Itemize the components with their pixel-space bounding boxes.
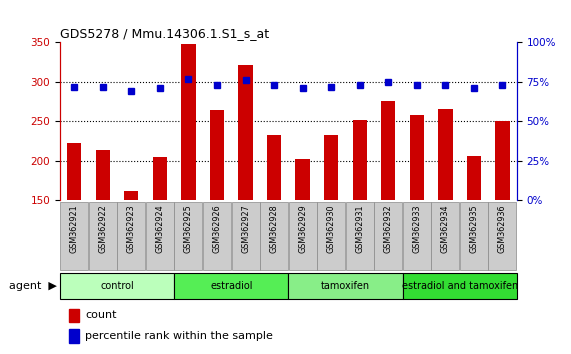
FancyBboxPatch shape: [118, 202, 145, 270]
Bar: [124, 192, 138, 200]
Text: GSM362933: GSM362933: [412, 205, 421, 253]
Text: GSM362928: GSM362928: [270, 205, 279, 253]
Text: GSM362924: GSM362924: [155, 205, 164, 253]
Text: GSM362925: GSM362925: [184, 205, 193, 253]
Text: estradiol: estradiol: [210, 281, 252, 291]
Bar: [410, 115, 424, 200]
Text: GSM362930: GSM362930: [327, 205, 336, 253]
Bar: [467, 156, 481, 200]
Text: estradiol and tamoxifen: estradiol and tamoxifen: [401, 281, 518, 291]
Bar: [439, 109, 452, 200]
Bar: [296, 159, 309, 200]
Text: GSM362932: GSM362932: [384, 205, 393, 253]
FancyBboxPatch shape: [175, 202, 203, 270]
FancyBboxPatch shape: [174, 273, 288, 299]
Bar: [267, 135, 281, 200]
Bar: [69, 329, 79, 343]
Text: percentile rank within the sample: percentile rank within the sample: [85, 331, 273, 341]
FancyBboxPatch shape: [460, 202, 488, 270]
FancyBboxPatch shape: [146, 202, 174, 270]
Bar: [96, 150, 110, 200]
Text: GSM362929: GSM362929: [298, 205, 307, 253]
FancyBboxPatch shape: [289, 202, 316, 270]
Text: GSM362931: GSM362931: [355, 205, 364, 253]
FancyBboxPatch shape: [403, 273, 517, 299]
Bar: [210, 110, 224, 200]
Text: GSM362927: GSM362927: [241, 205, 250, 253]
Bar: [353, 120, 367, 200]
Bar: [239, 64, 252, 200]
FancyBboxPatch shape: [203, 202, 231, 270]
FancyBboxPatch shape: [403, 202, 431, 270]
FancyBboxPatch shape: [89, 202, 117, 270]
Bar: [324, 135, 338, 200]
FancyBboxPatch shape: [288, 273, 403, 299]
Bar: [153, 157, 167, 200]
FancyBboxPatch shape: [60, 273, 174, 299]
Text: agent  ▶: agent ▶: [9, 281, 57, 291]
FancyBboxPatch shape: [489, 202, 517, 270]
FancyBboxPatch shape: [375, 202, 403, 270]
FancyBboxPatch shape: [260, 202, 288, 270]
Text: GSM362934: GSM362934: [441, 205, 450, 253]
FancyBboxPatch shape: [317, 202, 345, 270]
FancyBboxPatch shape: [61, 202, 89, 270]
Bar: [182, 44, 195, 200]
Bar: [69, 309, 79, 322]
Text: GSM362923: GSM362923: [127, 205, 136, 253]
Bar: [496, 121, 510, 200]
FancyBboxPatch shape: [432, 202, 459, 270]
Text: GSM362926: GSM362926: [212, 205, 222, 253]
Text: count: count: [85, 310, 116, 320]
Text: GDS5278 / Mmu.14306.1.S1_s_at: GDS5278 / Mmu.14306.1.S1_s_at: [60, 27, 269, 40]
Text: control: control: [100, 281, 134, 291]
Text: GSM362922: GSM362922: [98, 205, 107, 253]
Text: tamoxifen: tamoxifen: [321, 281, 370, 291]
Bar: [67, 143, 82, 200]
FancyBboxPatch shape: [346, 202, 374, 270]
FancyBboxPatch shape: [232, 202, 259, 270]
Text: GSM362935: GSM362935: [469, 205, 478, 253]
Bar: [381, 101, 395, 200]
Text: GSM362921: GSM362921: [70, 205, 79, 253]
Text: GSM362936: GSM362936: [498, 205, 507, 253]
